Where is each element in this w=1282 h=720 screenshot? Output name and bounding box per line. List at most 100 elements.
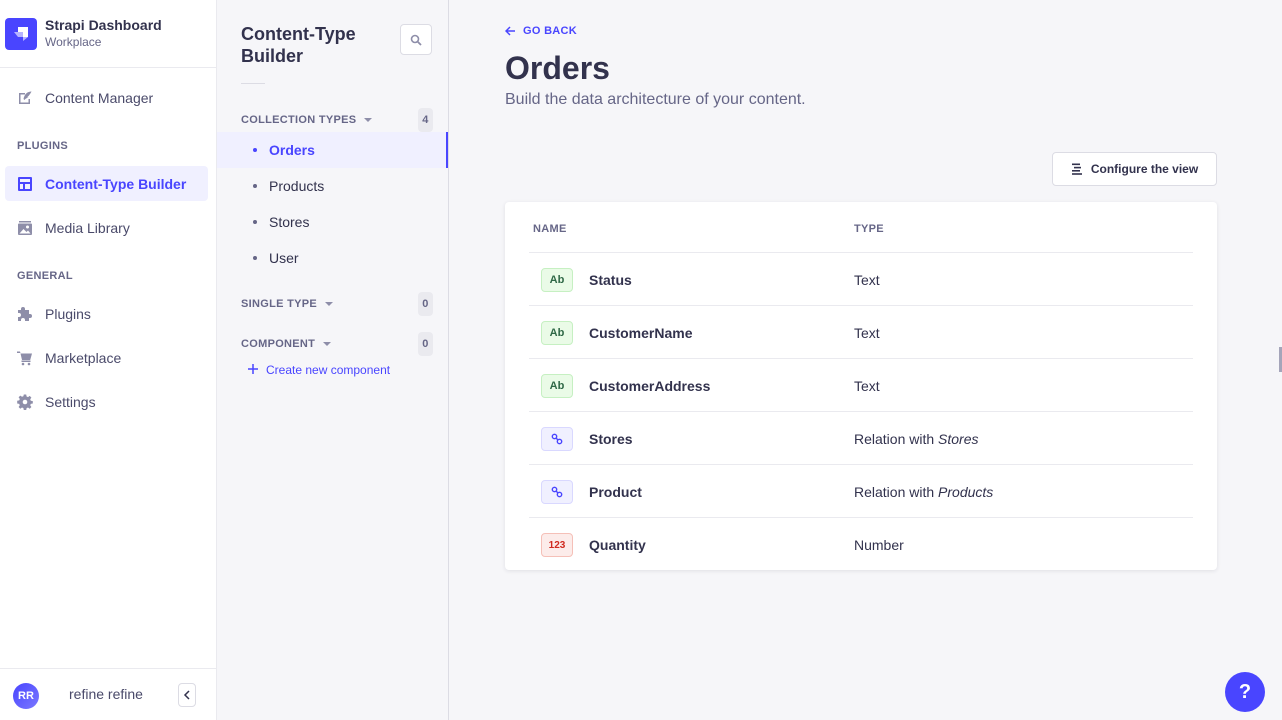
- field-type: Text: [854, 325, 880, 341]
- plus-icon: [248, 364, 258, 376]
- layout-icon: [17, 176, 33, 192]
- bullet-icon: [253, 220, 257, 224]
- divider: [241, 83, 265, 84]
- nav-item-label: Plugins: [45, 305, 91, 322]
- field-type: Relation with Stores: [854, 431, 979, 447]
- bullet-icon: [253, 184, 257, 188]
- field-name: Quantity: [589, 537, 646, 553]
- relation-link-icon: [541, 427, 573, 451]
- nav-section-plugins: PLUGINS: [17, 140, 68, 152]
- caret-down-icon: [364, 118, 373, 122]
- nav-item-label: Content Manager: [45, 89, 154, 106]
- text-type-icon: Ab: [541, 374, 573, 398]
- avatar[interactable]: RR: [13, 683, 39, 709]
- collection-types-toggle[interactable]: COLLECTION TYPES 4: [241, 108, 433, 132]
- go-back-link[interactable]: GO BACK: [505, 25, 577, 37]
- table-row[interactable]: Ab Status Text: [529, 253, 1193, 306]
- page-subtitle: Build the data architecture of your cont…: [505, 91, 806, 108]
- component-toggle[interactable]: COMPONENT 0: [241, 332, 433, 356]
- configure-the-view-button[interactable]: Configure the view: [1052, 152, 1217, 186]
- nav-item-content-type-builder[interactable]: Content-Type Builder: [5, 166, 208, 201]
- section-label: SINGLE TYPE: [241, 298, 318, 310]
- field-type: Number: [854, 537, 904, 553]
- user-name[interactable]: refine refine: [69, 686, 143, 702]
- field-name: Stores: [589, 431, 633, 447]
- field-name: Product: [589, 484, 642, 500]
- collection-item-label: Stores: [269, 214, 310, 230]
- nav-item-label: Settings: [45, 393, 96, 410]
- collection-item-orders[interactable]: Orders: [217, 132, 448, 168]
- relation-target: Stores: [938, 431, 979, 447]
- nav-item-label: Media Library: [45, 219, 130, 236]
- component-count: 0: [418, 332, 433, 356]
- section-label: COMPONENT: [241, 338, 316, 350]
- scrollbar-handle[interactable]: [1279, 347, 1282, 372]
- user-footer: RR refine refine: [0, 668, 216, 720]
- image-icon: [17, 220, 33, 236]
- collection-types-count: 4: [418, 108, 433, 132]
- collection-item-label: User: [269, 250, 299, 266]
- nav-section-general: GENERAL: [17, 270, 73, 282]
- field-type: Text: [854, 378, 880, 394]
- relation-link-icon: [541, 480, 573, 504]
- collection-item-label: Orders: [269, 142, 315, 158]
- nav-item-settings[interactable]: Settings: [5, 384, 208, 419]
- create-new-component-label: Create new component: [266, 363, 391, 377]
- list-settings-icon: [1071, 163, 1083, 175]
- bullet-icon: [253, 256, 257, 260]
- field-type: Relation with Products: [854, 484, 994, 500]
- single-type-toggle[interactable]: SINGLE TYPE 0: [241, 292, 433, 316]
- subnav-title: Content-Type Builder: [241, 24, 356, 66]
- divider: [529, 252, 1193, 253]
- main-content: GO BACK Orders Build the data architectu…: [449, 0, 1282, 720]
- page-title: Orders: [505, 50, 610, 86]
- search-icon: [410, 34, 422, 46]
- subnav-search-button[interactable]: [400, 24, 432, 55]
- field-name: CustomerAddress: [589, 378, 711, 394]
- single-type-count: 0: [418, 292, 433, 316]
- collection-item-stores[interactable]: Stores: [217, 204, 448, 240]
- arrow-left-icon: [505, 26, 516, 36]
- feather-pen-icon: [17, 90, 33, 106]
- relation-target: Products: [938, 484, 994, 500]
- field-name: Status: [589, 272, 632, 288]
- table-row[interactable]: Product Relation with Products: [529, 465, 1193, 518]
- section-label: COLLECTION TYPES: [241, 114, 357, 126]
- text-type-icon: Ab: [541, 321, 573, 345]
- go-back-label: GO BACK: [523, 25, 578, 37]
- shopping-cart-icon: [17, 350, 33, 366]
- help-button[interactable]: ?: [1225, 672, 1265, 712]
- collapse-nav-button[interactable]: [178, 683, 196, 707]
- number-type-icon: 123: [541, 533, 573, 557]
- field-name: CustomerName: [589, 325, 693, 341]
- table-row[interactable]: Stores Relation with Stores: [529, 412, 1193, 465]
- main-navigation: Strapi Dashboard Workplace Content Manag…: [0, 0, 217, 720]
- nav-item-marketplace[interactable]: Marketplace: [5, 340, 208, 375]
- table-row[interactable]: Ab CustomerName Text: [529, 306, 1193, 359]
- nav-item-content-manager[interactable]: Content Manager: [5, 80, 208, 115]
- text-type-icon: Ab: [541, 268, 573, 292]
- brand-subtitle: Workplace: [45, 35, 102, 49]
- nav-item-media-library[interactable]: Media Library: [5, 210, 208, 245]
- collection-item-products[interactable]: Products: [217, 168, 448, 204]
- fields-table: NAME TYPE Ab Status Text Ab CustomerName…: [505, 202, 1217, 570]
- gear-icon: [17, 394, 33, 410]
- brand-title: Strapi Dashboard: [45, 17, 162, 33]
- caret-down-icon: [325, 302, 334, 306]
- puzzle-icon: [17, 306, 33, 322]
- collection-item-user[interactable]: User: [217, 240, 448, 276]
- caret-down-icon: [323, 342, 332, 346]
- brand-header: Strapi Dashboard Workplace: [0, 0, 216, 68]
- table-row[interactable]: 123 Quantity Number: [529, 518, 1193, 571]
- question-mark-icon: ?: [1238, 680, 1252, 703]
- chevron-left-icon: [183, 690, 191, 700]
- nav-item-plugins[interactable]: Plugins: [5, 296, 208, 331]
- column-header-type: TYPE: [854, 223, 884, 235]
- create-new-component-link[interactable]: Create new component: [248, 363, 390, 377]
- configure-button-label: Configure the view: [1090, 162, 1199, 176]
- table-row[interactable]: Ab CustomerAddress Text: [529, 359, 1193, 412]
- bullet-icon: [253, 148, 257, 152]
- field-type: Text: [854, 272, 880, 288]
- strapi-logo-icon: [5, 17, 37, 50]
- nav-item-label: Content-Type Builder: [45, 175, 187, 192]
